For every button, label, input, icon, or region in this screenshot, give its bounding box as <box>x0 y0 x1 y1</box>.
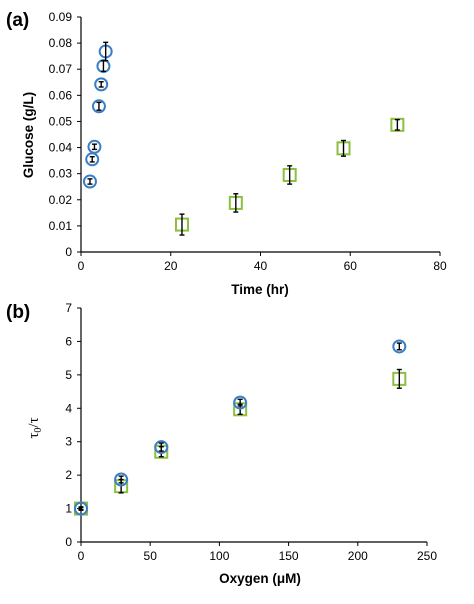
panel-b-circle-point <box>74 501 88 516</box>
panel-a-circle-point <box>82 174 97 189</box>
panel-a-square-point <box>390 117 405 132</box>
panel-b-y-tick-label: 0 <box>65 535 72 549</box>
panel-a-plot-area: 0 20 40 60 80 0 0.01 0.02 0.03 0.04 0.05 0.06 0.07 0.… <box>49 10 447 273</box>
panel-b-label: (b) <box>6 302 30 323</box>
panel-b-y-tick-label: 7 <box>65 301 72 315</box>
panel-a-square-point <box>336 139 351 157</box>
panel-b-x-tick-label: 100 <box>209 549 229 563</box>
panel-b-y-tick-label: 3 <box>65 435 72 449</box>
panel-a-circle-point <box>87 139 102 154</box>
panel-a-x-tick-label: 20 <box>164 259 178 273</box>
panel-a-circle-point <box>91 99 106 114</box>
panel-a-circle-point <box>98 41 113 62</box>
panel-a-y-tick-label: 0.09 <box>49 10 73 24</box>
panel-b-x-tick-label: 0 <box>78 549 85 563</box>
panel-b-x-tick-label: 150 <box>279 549 299 563</box>
panel-a-square-point <box>174 213 189 236</box>
panel-b-square-point <box>392 368 407 389</box>
panel-a-x-tick-label: 0 <box>78 259 85 273</box>
panel-a-x-tick-label: 80 <box>433 259 447 273</box>
panel-a-y-tick-label: 0.07 <box>49 62 73 76</box>
panel-a-x-tick-label: 40 <box>254 259 268 273</box>
panel-a-y-axis-title: Glucose (g/L) <box>21 92 36 178</box>
panel-a-y-tick-label: 0.05 <box>49 114 73 128</box>
panel-b-circle-point <box>154 440 169 455</box>
panel-a: (a) 0 20 40 60 80 0 0.01 0.02 0.03 0.04 0.05 0.06 0.… <box>6 10 447 297</box>
panel-b-circle-point <box>392 339 407 354</box>
panel-b-x-tick-label: 200 <box>348 549 368 563</box>
panel-a-circle-point <box>94 77 109 92</box>
panel-a-y-tick-label: 0.08 <box>49 36 73 50</box>
panel-a-y-tick-label: 0.04 <box>49 141 73 155</box>
panel-a-x-axis-title: Time (hr) <box>231 282 289 297</box>
panel-b-x-tick-label: 50 <box>144 549 158 563</box>
panel-b-y-tick-label: 6 <box>65 334 72 348</box>
panel-b-y-tick-label: 2 <box>65 468 72 482</box>
panel-a-square-point <box>282 165 297 185</box>
panel-a-y-tick-label: 0.02 <box>49 193 73 207</box>
panel-a-y-tick-label: 0.03 <box>49 167 73 181</box>
panel-a-y-tick-label: 0.01 <box>49 219 73 233</box>
panel-a-circle-point <box>85 152 100 167</box>
panel-a-x-tick-label: 60 <box>344 259 358 273</box>
panel-b-circle-point <box>114 472 129 487</box>
panel-a-label: (a) <box>6 10 29 31</box>
panel-b-circle-point <box>233 395 248 410</box>
panel-b-y-axis-title: τ0/τ <box>26 417 44 438</box>
panel-a-y-tick-label: 0 <box>65 245 72 259</box>
panel-a-circle-point <box>96 59 111 74</box>
panel-b-x-axis-title: Oxygen (μM) <box>219 571 301 586</box>
panel-b-plot-area: 0 50 100 150 200 250 0 1 2 3 4 5 6 7 <box>65 301 437 563</box>
panel-b-x-tick-label: 250 <box>417 549 437 563</box>
panel-a-square-point <box>228 193 243 213</box>
panel-a-y-tick-label: 0.06 <box>49 88 73 102</box>
panel-b-y-tick-label: 4 <box>65 401 72 415</box>
panel-b-y-tick-label: 5 <box>65 368 72 382</box>
panel-b-y-tick-label: 1 <box>65 502 72 516</box>
